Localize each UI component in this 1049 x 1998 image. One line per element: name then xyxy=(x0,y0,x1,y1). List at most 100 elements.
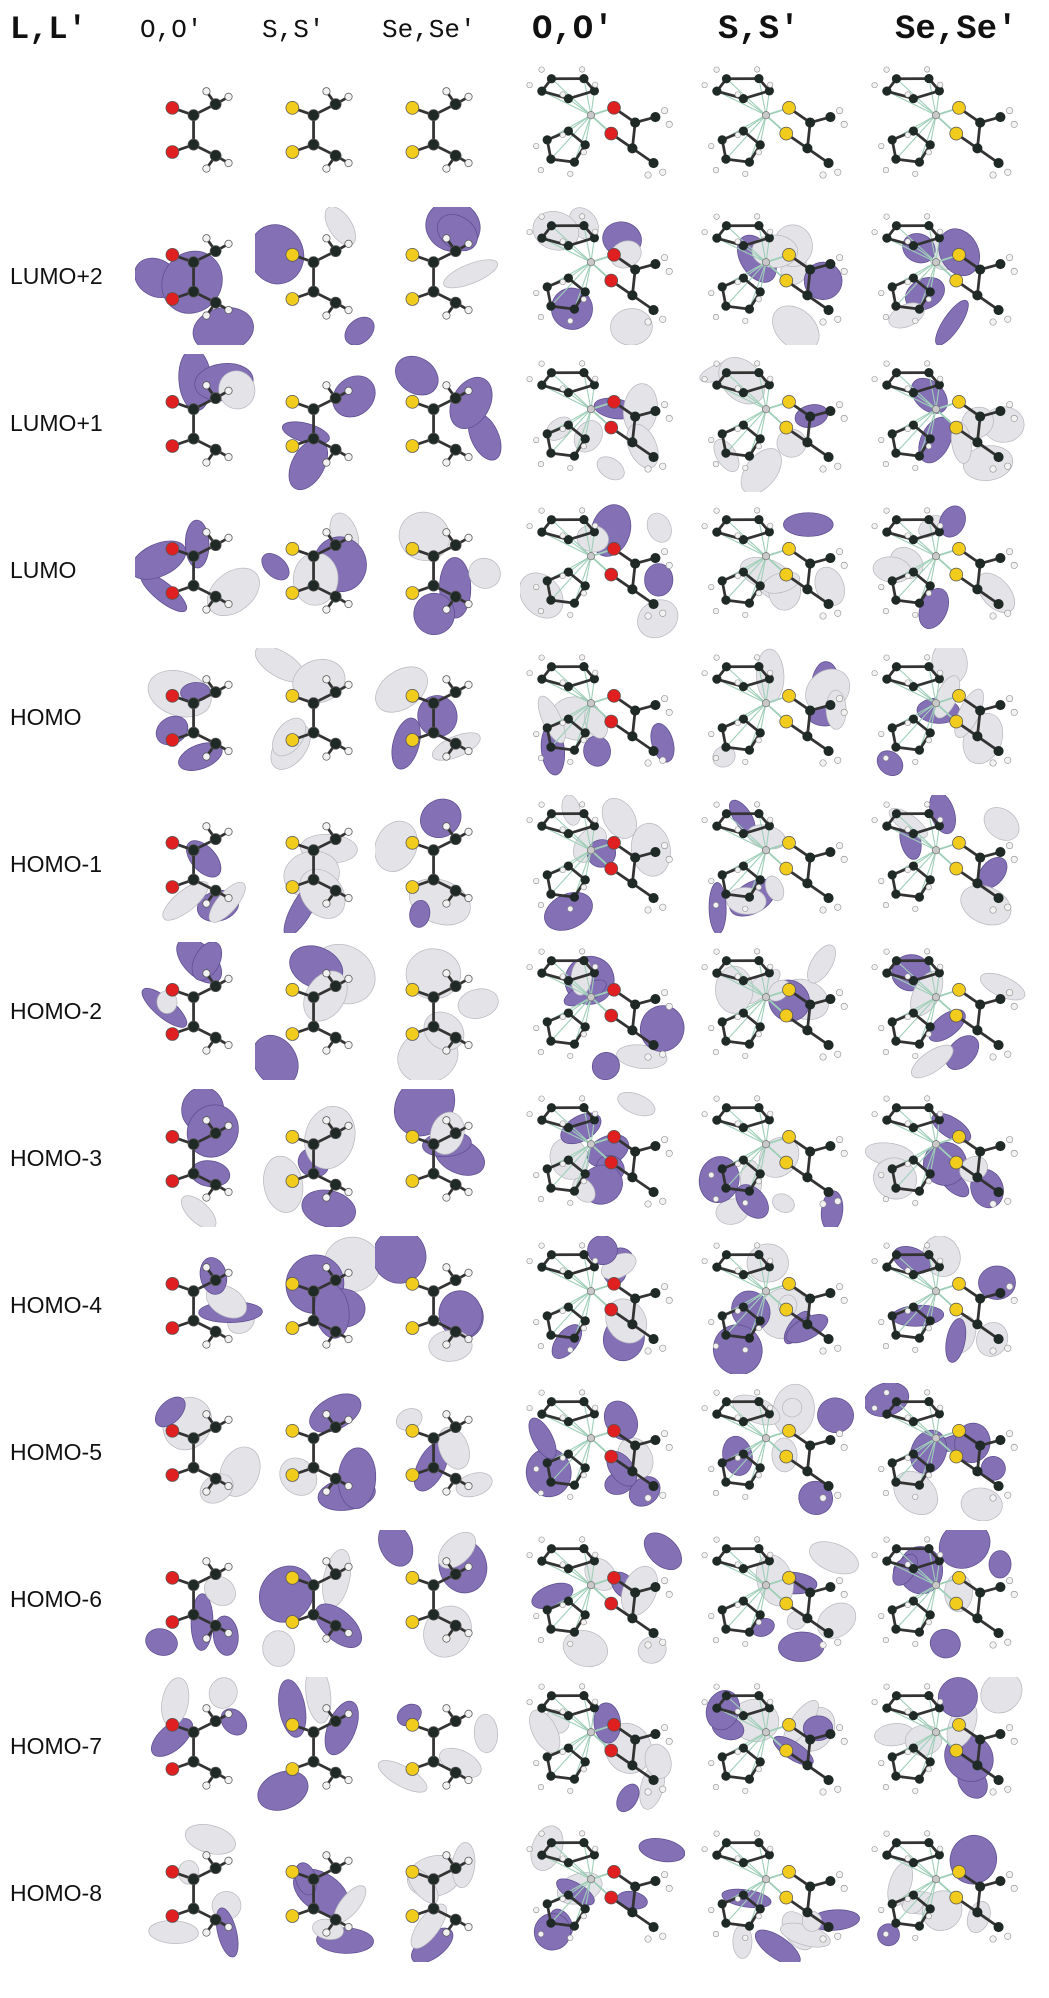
orbital-isosurface xyxy=(526,1091,673,1208)
row-label: HOMO-7 xyxy=(10,1733,102,1759)
orbital-isosurface xyxy=(162,822,246,923)
orbital-isosurface xyxy=(871,505,1018,629)
orbital-isosurface xyxy=(871,648,1018,776)
orbital-isosurface xyxy=(526,948,685,1080)
orbital-isosurface xyxy=(398,511,501,636)
orbital-isosurface xyxy=(155,1396,261,1504)
orbital-isosurface xyxy=(525,1389,673,1507)
orbital-cell xyxy=(135,1824,265,1962)
orbital-cell xyxy=(375,207,505,345)
orbital-cell xyxy=(520,648,685,786)
orbital-cell xyxy=(135,1089,265,1227)
orbital-isosurface xyxy=(405,1842,476,1962)
orbital-isosurface xyxy=(698,1095,848,1227)
orbital-cell xyxy=(255,501,385,639)
orbital-isosurface xyxy=(701,648,851,768)
row-label: HOMO-4 xyxy=(10,1292,102,1318)
orbital-cell xyxy=(255,942,385,1080)
orbital-isosurface xyxy=(165,354,256,467)
orbital-cell xyxy=(695,207,860,345)
orbital-cell xyxy=(375,1677,505,1815)
orbital-isosurface xyxy=(255,648,353,770)
orbital-isosurface xyxy=(405,207,498,320)
row-label: HOMO-8 xyxy=(10,1880,102,1906)
orbital-cell xyxy=(135,1236,265,1374)
molecule-structure xyxy=(165,87,233,173)
orbital-isosurface xyxy=(526,1236,673,1362)
column-header-4: O,O' xyxy=(532,11,614,49)
orbital-isosurface xyxy=(699,357,848,492)
orbital-cell xyxy=(255,1089,385,1227)
orbital-cell xyxy=(520,60,685,198)
orbital-cell xyxy=(695,795,860,933)
orbital-isosurface xyxy=(393,1089,485,1202)
orbital-isosurface xyxy=(281,375,376,491)
orbital-isosurface xyxy=(397,948,499,1080)
orbital-isosurface xyxy=(165,1257,263,1349)
column-header-3: Se,Se' xyxy=(382,15,476,45)
orbital-isosurface xyxy=(395,1408,493,1498)
orbital-cell xyxy=(135,795,265,933)
orbital-cell xyxy=(135,60,265,198)
orbital-isosurface xyxy=(871,1236,1018,1363)
orbital-cell xyxy=(135,207,265,345)
orbital-isosurface xyxy=(871,1677,1023,1799)
orbital-cell xyxy=(255,1677,385,1815)
orbital-cell xyxy=(375,1530,505,1668)
orbital-isosurface xyxy=(395,355,502,467)
orbital-isosurface xyxy=(701,1242,848,1374)
orbital-isosurface xyxy=(145,1557,239,1656)
orbital-cell xyxy=(255,354,385,492)
orbital-cell xyxy=(695,60,860,198)
orbital-cell xyxy=(375,1383,505,1521)
column-header-2: S,S' xyxy=(262,15,325,45)
orbital-cell xyxy=(695,1824,860,1962)
row-label: HOMO-2 xyxy=(10,998,102,1024)
orbital-cell xyxy=(520,207,685,345)
orbital-isosurface xyxy=(377,1703,498,1793)
row-label: HOMO-6 xyxy=(10,1586,102,1612)
orbital-cell xyxy=(865,795,1030,933)
orbital-cell xyxy=(695,1089,860,1227)
orbital-cell xyxy=(865,1677,1030,1815)
orbital-cell xyxy=(255,1530,385,1668)
orbital-isosurface xyxy=(285,1851,374,1954)
orbital-cell xyxy=(520,1530,685,1668)
orbital-isosurface xyxy=(261,512,367,614)
orbital-cell xyxy=(135,1383,265,1521)
orbital-isosurface xyxy=(165,1089,239,1227)
orbital-cell xyxy=(865,501,1030,639)
orbital-isosurface xyxy=(701,213,848,345)
orbital-cell xyxy=(135,648,265,786)
orbital-isosurface xyxy=(526,795,673,931)
orbital-cell xyxy=(520,501,685,639)
orbital-cell xyxy=(520,1824,685,1962)
orbital-cell xyxy=(520,1677,685,1815)
row-label: HOMO-5 xyxy=(10,1439,102,1465)
orbital-isosurface xyxy=(135,519,260,617)
molecule-structure xyxy=(405,87,473,173)
orbital-isosurface xyxy=(283,822,358,933)
orbital-cell xyxy=(695,354,860,492)
orbital-isosurface xyxy=(701,1830,860,1962)
orbital-cell xyxy=(255,795,385,933)
orbital-isosurface xyxy=(258,1549,362,1667)
orbital-isosurface xyxy=(865,1383,1018,1521)
orbital-cell xyxy=(255,207,385,345)
orbital-isosurface xyxy=(378,1530,488,1658)
molecule-structure xyxy=(871,66,1018,179)
orbital-isosurface xyxy=(279,1393,377,1511)
orbital-cell xyxy=(695,501,860,639)
orbital-isosurface xyxy=(526,207,673,345)
orbital-cell xyxy=(520,795,685,933)
row-label: LUMO xyxy=(10,557,77,583)
molecule-structure xyxy=(701,66,848,179)
orbital-isosurface xyxy=(263,1106,356,1227)
orbital-cell xyxy=(695,1383,860,1521)
corner-label: L,L' xyxy=(10,11,87,48)
orbital-isosurface xyxy=(526,654,675,776)
orbital-isosurface xyxy=(520,504,679,639)
orbital-cell xyxy=(375,942,505,1080)
orbital-cell xyxy=(135,501,265,639)
